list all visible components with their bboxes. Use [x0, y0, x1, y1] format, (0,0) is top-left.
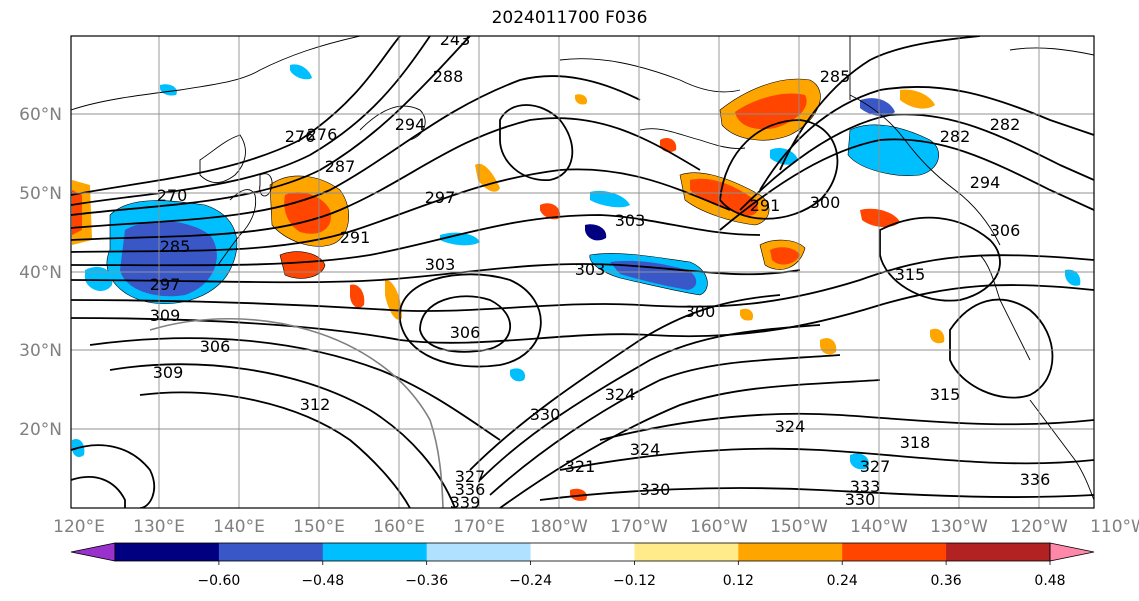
colorbar-tick-label: 0.48 — [1034, 573, 1065, 589]
colorbar-tick-label: −0.12 — [613, 573, 656, 589]
colorbar-segment — [426, 543, 532, 561]
contour-label: 336 — [1020, 470, 1051, 489]
longitude-label: 130°E — [133, 517, 185, 537]
map-frame — [70, 35, 1095, 509]
latitude-label: 40°N — [19, 263, 62, 283]
colorbar-segment — [530, 543, 635, 561]
contour-label: 333 — [850, 477, 881, 496]
colorbar-tick-label: −0.36 — [405, 573, 448, 589]
longitude-label: 120°E — [53, 517, 105, 537]
longitude-label: 160°E — [373, 517, 425, 537]
contour-label: 294 — [395, 115, 426, 134]
colorbar-tick-label: 0.36 — [931, 573, 962, 589]
contour-label: 282 — [940, 127, 971, 146]
latitude-label: 30°N — [19, 341, 62, 361]
colorbar-arrow-low — [70, 542, 116, 562]
contour-label: 270 — [157, 186, 188, 205]
contour-label: 330 — [530, 405, 561, 424]
contour-label: 291 — [340, 228, 371, 247]
longitude-label: 150°W — [770, 517, 828, 537]
longitude-label: 180°W — [530, 517, 588, 537]
contour-label: 276 — [285, 127, 316, 146]
contour-label: 276 — [307, 125, 338, 144]
contour-label: 285 — [160, 237, 191, 256]
contour-label: 312 — [300, 395, 331, 414]
gridlines — [71, 36, 1094, 508]
latitude-label: 20°N — [19, 420, 62, 440]
contour-label: 324 — [630, 440, 661, 459]
contour-label: 330 — [845, 490, 876, 509]
colorbar-tick-label: −0.48 — [301, 573, 344, 589]
colorbar-segment — [634, 543, 739, 561]
contour-label: 297 — [150, 275, 181, 294]
contour-label: 294 — [970, 173, 1001, 192]
contour-label: 300 — [685, 302, 716, 321]
contour-label: 324 — [775, 417, 806, 436]
contour-label: 285 — [820, 67, 851, 86]
colorbar-tick-label: 0.24 — [827, 573, 858, 589]
contour-label: 300 — [810, 193, 841, 212]
contour-label: 306 — [450, 323, 481, 342]
longitude-label: 130°W — [930, 517, 988, 537]
contour-label: 303 — [615, 211, 646, 230]
colorbar-segment — [946, 543, 1051, 561]
colorbar-tick-labels: −0.60 −0.48 −0.36 −0.24 −0.12 0.12 0.24 0.36 0.4… — [197, 561, 1139, 589]
great-circle-arc — [149, 317, 444, 508]
colorbar-segment — [322, 543, 428, 561]
contour-label: 327 — [860, 457, 891, 476]
contour-label: 287 — [325, 157, 356, 176]
contour-label: 288 — [433, 67, 464, 86]
contour-label: 309 — [150, 306, 181, 325]
contour-label: 318 — [900, 433, 931, 452]
contour-label: 330 — [640, 480, 671, 499]
contour-label: 243 — [440, 30, 471, 49]
contour-label: 339 — [450, 493, 481, 512]
latitude-labels: 60°N 50°N 40°N 30°N 20°N — [19, 105, 62, 440]
contour-label: 291 — [750, 196, 781, 215]
contour-label: 303 — [575, 260, 606, 279]
longitude-label: 170°W — [610, 517, 668, 537]
contour-label: 315 — [930, 385, 961, 404]
colorbar-outline — [114, 542, 1051, 562]
colorbar-segment — [218, 543, 324, 561]
latitude-label: 60°N — [19, 105, 62, 125]
longitude-label: 110°W — [1090, 517, 1139, 537]
longitude-label: 160°W — [690, 517, 748, 537]
longitude-label: 170°E — [453, 517, 505, 537]
longitude-labels: 120°E 130°E 140°E 150°E 160°E 170°E 180°W 170°W… — [53, 517, 1139, 537]
map-title: 2024011700 F036 — [491, 8, 648, 28]
contour-label: 324 — [605, 385, 636, 404]
colorbar-segment — [115, 543, 220, 561]
colorbar-segment — [842, 543, 947, 561]
longitude-label: 140°W — [850, 517, 908, 537]
contour-label: 282 — [990, 115, 1021, 134]
latitude-label: 50°N — [19, 184, 62, 204]
longitude-label: 140°E — [213, 517, 265, 537]
colorbar-tick-label: −0.60 — [197, 573, 240, 589]
contour-label: 309 — [153, 363, 184, 382]
contour-label: 327 — [455, 467, 486, 486]
colorbar — [70, 542, 1095, 562]
contour-label: 306 — [990, 221, 1021, 240]
contour-label: 297 — [425, 188, 456, 207]
colorbar-tick-label: 0.12 — [723, 573, 754, 589]
contour-label: 303 — [425, 255, 456, 274]
contour-label: 321 — [565, 457, 596, 476]
contour-label: 306 — [200, 337, 231, 356]
colorbar-segment — [738, 543, 843, 561]
colorbar-tick-label: −0.24 — [509, 573, 552, 589]
colorbar-arrow-high — [1049, 542, 1095, 562]
longitude-label: 150°E — [293, 517, 345, 537]
longitude-label: 120°W — [1010, 517, 1068, 537]
contour-label: 315 — [895, 265, 926, 284]
contour-label: 336 — [455, 480, 486, 499]
